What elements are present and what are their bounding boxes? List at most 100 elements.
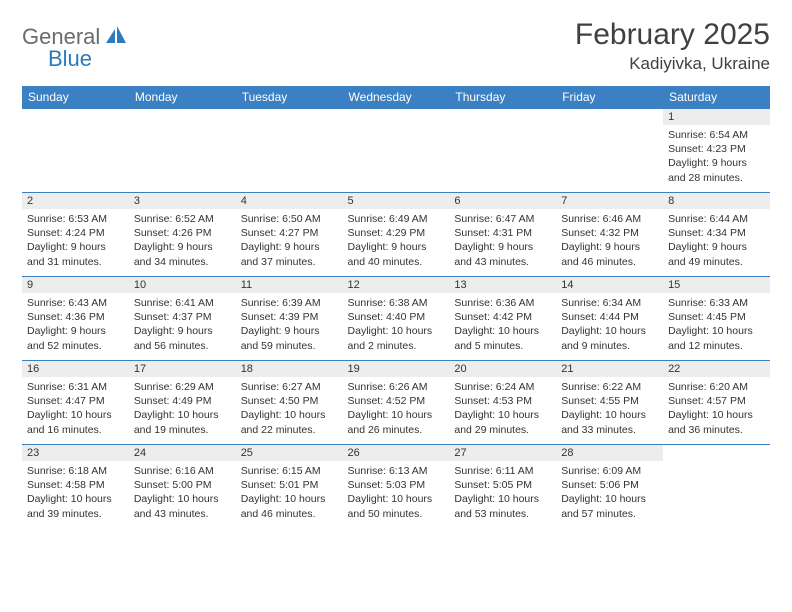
title-block: February 2025 Kadiyivka, Ukraine — [575, 18, 770, 74]
day-details: Sunrise: 6:29 AMSunset: 4:49 PMDaylight:… — [129, 377, 236, 442]
day-details: Sunrise: 6:26 AMSunset: 4:52 PMDaylight:… — [343, 377, 450, 442]
calendar-week: 1Sunrise: 6:54 AMSunset: 4:23 PMDaylight… — [22, 109, 770, 193]
day-dl1: Daylight: 10 hours — [561, 408, 658, 422]
day-number: 11 — [236, 277, 343, 293]
day-details: Sunrise: 6:54 AMSunset: 4:23 PMDaylight:… — [663, 125, 770, 190]
calendar-day-cell: 23Sunrise: 6:18 AMSunset: 4:58 PMDayligh… — [22, 445, 129, 529]
day-dl2: and 52 minutes. — [27, 339, 124, 353]
calendar-day-cell: 24Sunrise: 6:16 AMSunset: 5:00 PMDayligh… — [129, 445, 236, 529]
day-sun: Sunrise: 6:54 AM — [668, 128, 765, 142]
day-sun: Sunrise: 6:18 AM — [27, 464, 124, 478]
calendar-day-cell: 4Sunrise: 6:50 AMSunset: 4:27 PMDaylight… — [236, 193, 343, 277]
day-sun: Sunrise: 6:38 AM — [348, 296, 445, 310]
day-set: Sunset: 4:45 PM — [668, 310, 765, 324]
day-number: 3 — [129, 193, 236, 209]
day-details: Sunrise: 6:41 AMSunset: 4:37 PMDaylight:… — [129, 293, 236, 358]
calendar-day-cell: 28Sunrise: 6:09 AMSunset: 5:06 PMDayligh… — [556, 445, 663, 529]
calendar-day-cell: 18Sunrise: 6:27 AMSunset: 4:50 PMDayligh… — [236, 361, 343, 445]
day-details: Sunrise: 6:11 AMSunset: 5:05 PMDaylight:… — [449, 461, 556, 526]
day-dl1: Daylight: 9 hours — [134, 324, 231, 338]
day-sun: Sunrise: 6:09 AM — [561, 464, 658, 478]
day-number: 10 — [129, 277, 236, 293]
day-dl2: and 39 minutes. — [27, 507, 124, 521]
calendar-day-cell: 1Sunrise: 6:54 AMSunset: 4:23 PMDaylight… — [663, 109, 770, 193]
day-dl1: Daylight: 9 hours — [27, 324, 124, 338]
day-sun: Sunrise: 6:52 AM — [134, 212, 231, 226]
day-number: 21 — [556, 361, 663, 377]
day-number: 5 — [343, 193, 450, 209]
calendar-day-cell — [556, 109, 663, 193]
calendar-day-cell — [449, 109, 556, 193]
day-set: Sunset: 4:40 PM — [348, 310, 445, 324]
day-number: 27 — [449, 445, 556, 461]
day-sun: Sunrise: 6:33 AM — [668, 296, 765, 310]
day-set: Sunset: 4:26 PM — [134, 226, 231, 240]
day-dl2: and 31 minutes. — [27, 255, 124, 269]
day-sun: Sunrise: 6:20 AM — [668, 380, 765, 394]
day-number: 18 — [236, 361, 343, 377]
calendar-table: SundayMondayTuesdayWednesdayThursdayFrid… — [22, 86, 770, 529]
day-number: 1 — [663, 109, 770, 125]
calendar-day-cell: 7Sunrise: 6:46 AMSunset: 4:32 PMDaylight… — [556, 193, 663, 277]
calendar-week: 2Sunrise: 6:53 AMSunset: 4:24 PMDaylight… — [22, 193, 770, 277]
day-number: 23 — [22, 445, 129, 461]
calendar-day-cell: 19Sunrise: 6:26 AMSunset: 4:52 PMDayligh… — [343, 361, 450, 445]
day-details: Sunrise: 6:53 AMSunset: 4:24 PMDaylight:… — [22, 209, 129, 274]
day-header: Wednesday — [343, 86, 450, 109]
day-dl2: and 12 minutes. — [668, 339, 765, 353]
day-dl1: Daylight: 10 hours — [348, 324, 445, 338]
day-number: 24 — [129, 445, 236, 461]
day-set: Sunset: 4:52 PM — [348, 394, 445, 408]
calendar-day-cell: 11Sunrise: 6:39 AMSunset: 4:39 PMDayligh… — [236, 277, 343, 361]
day-details: Sunrise: 6:50 AMSunset: 4:27 PMDaylight:… — [236, 209, 343, 274]
day-dl2: and 28 minutes. — [668, 171, 765, 185]
calendar-day-cell: 2Sunrise: 6:53 AMSunset: 4:24 PMDaylight… — [22, 193, 129, 277]
calendar-day-cell: 13Sunrise: 6:36 AMSunset: 4:42 PMDayligh… — [449, 277, 556, 361]
day-dl2: and 16 minutes. — [27, 423, 124, 437]
day-dl1: Daylight: 10 hours — [241, 492, 338, 506]
brand-sail-icon — [106, 26, 126, 49]
day-header: Tuesday — [236, 86, 343, 109]
day-set: Sunset: 4:44 PM — [561, 310, 658, 324]
day-header: Thursday — [449, 86, 556, 109]
day-sun: Sunrise: 6:47 AM — [454, 212, 551, 226]
day-details: Sunrise: 6:34 AMSunset: 4:44 PMDaylight:… — [556, 293, 663, 358]
day-dl1: Daylight: 9 hours — [241, 240, 338, 254]
day-dl2: and 57 minutes. — [561, 507, 658, 521]
day-sun: Sunrise: 6:49 AM — [348, 212, 445, 226]
day-set: Sunset: 5:03 PM — [348, 478, 445, 492]
day-details: Sunrise: 6:43 AMSunset: 4:36 PMDaylight:… — [22, 293, 129, 358]
day-dl2: and 36 minutes. — [668, 423, 765, 437]
day-set: Sunset: 4:31 PM — [454, 226, 551, 240]
calendar-day-cell: 5Sunrise: 6:49 AMSunset: 4:29 PMDaylight… — [343, 193, 450, 277]
day-dl2: and 19 minutes. — [134, 423, 231, 437]
header: General February 2025 Kadiyivka, Ukraine — [22, 18, 770, 74]
day-number: 20 — [449, 361, 556, 377]
day-dl2: and 46 minutes. — [561, 255, 658, 269]
day-set: Sunset: 5:05 PM — [454, 478, 551, 492]
day-set: Sunset: 5:06 PM — [561, 478, 658, 492]
day-sun: Sunrise: 6:41 AM — [134, 296, 231, 310]
day-details: Sunrise: 6:09 AMSunset: 5:06 PMDaylight:… — [556, 461, 663, 526]
day-set: Sunset: 5:00 PM — [134, 478, 231, 492]
calendar-day-cell — [236, 109, 343, 193]
day-dl1: Daylight: 10 hours — [134, 408, 231, 422]
day-dl2: and 49 minutes. — [668, 255, 765, 269]
day-number: 9 — [22, 277, 129, 293]
day-dl2: and 50 minutes. — [348, 507, 445, 521]
day-details: Sunrise: 6:49 AMSunset: 4:29 PMDaylight:… — [343, 209, 450, 274]
day-number: 6 — [449, 193, 556, 209]
day-dl1: Daylight: 9 hours — [561, 240, 658, 254]
day-number: 28 — [556, 445, 663, 461]
day-dl2: and 2 minutes. — [348, 339, 445, 353]
day-details: Sunrise: 6:24 AMSunset: 4:53 PMDaylight:… — [449, 377, 556, 442]
day-number: 26 — [343, 445, 450, 461]
day-sun: Sunrise: 6:26 AM — [348, 380, 445, 394]
day-sun: Sunrise: 6:31 AM — [27, 380, 124, 394]
day-dl1: Daylight: 10 hours — [668, 408, 765, 422]
day-details: Sunrise: 6:52 AMSunset: 4:26 PMDaylight:… — [129, 209, 236, 274]
day-set: Sunset: 4:53 PM — [454, 394, 551, 408]
calendar-day-cell — [22, 109, 129, 193]
day-sun: Sunrise: 6:53 AM — [27, 212, 124, 226]
day-details: Sunrise: 6:33 AMSunset: 4:45 PMDaylight:… — [663, 293, 770, 358]
